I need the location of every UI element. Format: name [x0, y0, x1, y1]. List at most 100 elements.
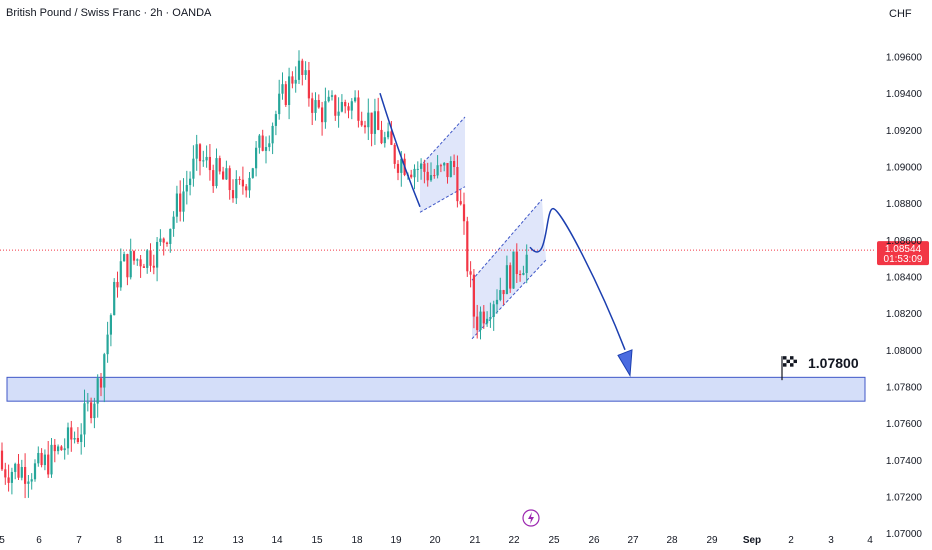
candle-body — [337, 111, 340, 116]
candle-body — [86, 402, 89, 404]
target-zone-rect — [6, 376, 866, 402]
candle-body — [410, 174, 413, 178]
target-zone[interactable]: 1.07800 — [6, 355, 866, 402]
candle-body — [165, 242, 169, 244]
candle-body — [469, 271, 472, 275]
x-tick-label: 13 — [232, 535, 244, 546]
flag-icon — [786, 363, 790, 367]
candle-body — [53, 444, 56, 452]
candle-body — [129, 251, 132, 278]
candle-body — [231, 190, 235, 199]
x-tick-label: 19 — [390, 535, 402, 546]
x-axis[interactable]: 5 6 7 8 11 12 13 14 15 18 19 20 21 22 25 26 27 28 29 Sep 2 3 4 — [0, 535, 873, 546]
impulse-line — [379, 92, 421, 208]
candle-body — [208, 156, 211, 171]
candle-body — [334, 95, 337, 116]
candle-body — [489, 316, 492, 319]
candle-body — [307, 70, 310, 99]
y-tick-label: 1.08800 — [886, 199, 923, 210]
flag-icon — [786, 359, 790, 364]
candle-body — [4, 469, 7, 478]
y-tick-label: 1.09600 — [886, 53, 923, 64]
candle-body — [314, 100, 317, 113]
y-tick-label: 1.08400 — [886, 273, 923, 284]
candle-body — [390, 131, 393, 145]
candle-body — [146, 250, 149, 268]
flag-icon — [783, 363, 787, 367]
candle-body — [515, 251, 518, 275]
candle-body — [492, 304, 495, 317]
candle-body — [66, 427, 70, 449]
price-tag-value: 1.08544 — [885, 244, 922, 255]
candle-body — [142, 266, 145, 268]
candles[interactable] — [0, 50, 528, 499]
x-tick-label: 21 — [469, 535, 481, 546]
candle-body — [248, 177, 251, 191]
candle-body — [60, 446, 63, 451]
candle-body — [123, 254, 126, 262]
y-tick-label: 1.08200 — [886, 309, 923, 320]
x-tick-label: 28 — [666, 535, 678, 546]
candle-body — [443, 162, 446, 166]
candle-body — [251, 168, 254, 178]
candle-body — [175, 193, 178, 217]
candle-body — [291, 76, 294, 84]
projection-path[interactable] — [379, 92, 633, 378]
candle-body — [228, 168, 231, 191]
candle-body — [383, 137, 386, 144]
candle-body — [456, 167, 459, 202]
candle-body — [192, 158, 195, 179]
candle-body — [420, 163, 423, 169]
symbol-title[interactable]: British Pound / Swiss Franc · 2h · OANDA — [6, 7, 212, 19]
candle-body — [63, 448, 66, 451]
y-tick-label: 1.09000 — [886, 163, 923, 174]
candle-body — [380, 129, 383, 144]
channel-1 — [420, 117, 465, 213]
candle-body — [344, 102, 347, 107]
candle-body — [502, 290, 505, 295]
candle-body — [519, 274, 522, 276]
candle-body — [505, 265, 508, 295]
candle-body — [350, 101, 353, 111]
y-axis[interactable]: 1.09600 1.09400 1.09200 1.09000 1.08800 1.086… — [886, 53, 923, 541]
candle-body — [297, 60, 301, 80]
y-tick-label: 1.09400 — [886, 89, 923, 100]
candle-body — [377, 111, 380, 130]
candle-body — [281, 84, 284, 94]
candle-body — [274, 114, 277, 126]
candle-body — [278, 93, 281, 115]
candle-body — [268, 143, 271, 148]
candle-body — [245, 186, 248, 191]
candle-body — [512, 251, 515, 289]
candle-body — [363, 125, 367, 128]
candle-body — [159, 238, 162, 242]
markers — [522, 356, 797, 527]
candle-body — [169, 228, 172, 244]
candle-body — [472, 274, 475, 317]
y-tick-label: 1.08000 — [886, 346, 923, 357]
target-label: 1.07800 — [808, 355, 859, 371]
candle-body — [294, 79, 297, 84]
candle-body — [96, 378, 99, 404]
candle-body — [90, 402, 93, 419]
candle-body — [103, 354, 106, 388]
candle-body — [225, 168, 228, 180]
x-tick-label: 14 — [271, 535, 283, 546]
candle-body — [311, 98, 314, 113]
flag-icon — [793, 356, 797, 360]
candle-body — [499, 290, 502, 300]
candle-body — [119, 261, 122, 288]
candle-body — [264, 147, 268, 151]
channel-1-upper — [419, 116, 466, 167]
candle-body — [416, 168, 419, 170]
x-tick-label: 4 — [867, 535, 873, 546]
candle-body — [479, 311, 482, 331]
candle-body — [357, 97, 360, 121]
candle-body — [486, 318, 489, 324]
candle-body — [30, 479, 33, 482]
x-tick-label: 3 — [828, 535, 834, 546]
candle-body — [522, 273, 525, 275]
price-tag-countdown: 01:53:09 — [884, 254, 923, 265]
